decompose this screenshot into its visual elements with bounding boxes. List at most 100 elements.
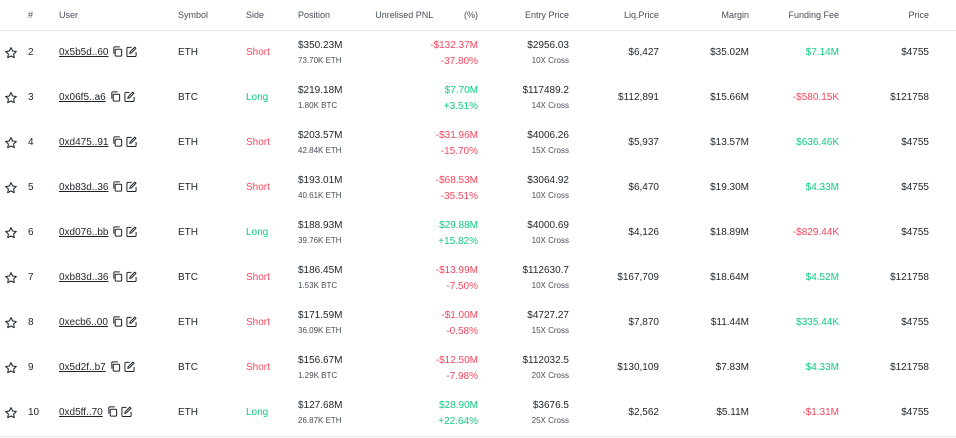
position-value: $193.01M: [298, 175, 343, 186]
unrealised-pnl-pct: -7.50%: [446, 281, 478, 292]
col-header-margin[interactable]: Margin: [721, 10, 749, 20]
copy-icon[interactable]: [112, 316, 123, 327]
col-header-liq-price[interactable]: Liq.Price: [623, 10, 659, 20]
rank-number: 10: [28, 407, 40, 418]
table-row[interactable]: 8 0xecb6..00 ETH Short $171.59M 36.09K E…: [0, 301, 956, 347]
symbol: ETH: [178, 317, 198, 328]
unrealised-pnl: -$132.37M: [430, 40, 478, 51]
edit-note-icon[interactable]: [124, 91, 135, 102]
rank-number: 4: [28, 137, 34, 148]
funding-fee: -$1.31M: [802, 407, 839, 418]
side: Short: [246, 272, 270, 283]
col-header-funding-fee[interactable]: Funding Fee: [788, 10, 839, 20]
table-row[interactable]: 10 0xd5ff..70 ETH Long $127.68M 26.87K E…: [0, 391, 956, 437]
user-address-link[interactable]: 0xb83d..36: [59, 272, 109, 283]
side: Long: [246, 92, 269, 103]
col-header-side[interactable]: Side: [246, 10, 265, 20]
col-header-symbol[interactable]: Symbol: [178, 10, 209, 20]
symbol: ETH: [178, 182, 198, 193]
user-address-link[interactable]: 0xd5ff..70: [59, 407, 103, 418]
col-header-entry-price[interactable]: Entry Price: [524, 10, 569, 20]
side: Short: [246, 137, 270, 148]
unrealised-pnl-pct: +3.51%: [443, 101, 478, 112]
user-address-link[interactable]: 0xecb6..00: [59, 317, 108, 328]
edit-note-icon[interactable]: [126, 136, 138, 147]
position-size: 1.80K BTC: [298, 101, 338, 110]
copy-icon[interactable]: [112, 226, 123, 237]
unrealised-pnl: -$12.50M: [435, 355, 478, 366]
mark-price: $121758: [890, 272, 929, 283]
edit-note-icon[interactable]: [126, 181, 138, 192]
edit-note-icon[interactable]: [126, 226, 138, 237]
edit-note-icon[interactable]: [126, 271, 138, 282]
unrealised-pnl: $29.88M: [439, 220, 478, 231]
table-row[interactable]: 3 0x06f5..a6 BTC Long $219.18M 1.80K BTC…: [0, 76, 956, 122]
entry-price: $112032.5: [522, 355, 569, 366]
unrealised-pnl-pct: -0.58%: [446, 326, 478, 337]
star-icon[interactable]: [4, 271, 18, 285]
position-size: 1.29K BTC: [298, 371, 338, 380]
user-address-link[interactable]: 0x06f5..a6: [59, 92, 106, 103]
col-header-position[interactable]: Position: [298, 10, 331, 20]
copy-icon[interactable]: [112, 181, 123, 192]
user-address-link[interactable]: 0x5b5d..60: [59, 47, 109, 58]
liq-price: $7,870: [628, 317, 659, 328]
copy-icon[interactable]: [112, 46, 123, 57]
position-value: $203.57M: [298, 130, 343, 141]
margin: $19.30M: [710, 182, 749, 193]
star-icon[interactable]: [4, 406, 18, 420]
user-address-link[interactable]: 0xd475..91: [59, 137, 109, 148]
copy-icon[interactable]: [107, 406, 118, 417]
col-header-user[interactable]: User: [59, 10, 79, 20]
edit-note-icon[interactable]: [124, 361, 135, 372]
table-row[interactable]: 5 0xb83d..36 ETH Short $193.01M 40.61K E…: [0, 166, 956, 212]
copy-icon[interactable]: [112, 136, 123, 147]
funding-fee: -$580.15K: [792, 92, 839, 103]
star-icon[interactable]: [4, 316, 18, 330]
col-header-index: #: [28, 10, 34, 20]
liq-price: $6,427: [628, 47, 659, 58]
entry-price: $3064.92: [527, 175, 569, 186]
star-icon[interactable]: [4, 46, 18, 60]
copy-icon[interactable]: [110, 361, 121, 372]
side: Short: [246, 182, 270, 193]
table-row[interactable]: 2 0x5b5d..60 ETH Short $350.23M 73.70K E…: [0, 31, 956, 77]
margin: $18.64M: [710, 272, 749, 283]
copy-icon[interactable]: [110, 91, 121, 102]
table-row[interactable]: 9 0x5d2f..b7 BTC Short $156.67M 1.29K BT…: [0, 346, 956, 392]
user-address-link[interactable]: 0xd076..bb: [59, 227, 109, 238]
table-row[interactable]: 4 0xd475..91 ETH Short $203.57M 42.84K E…: [0, 121, 956, 167]
unrealised-pnl: -$31.96M: [435, 130, 478, 141]
margin: $18.89M: [710, 227, 749, 238]
col-header-pnl-pct: (%): [464, 10, 478, 20]
entry-price: $4006.26: [527, 130, 569, 141]
col-header-pnl-group[interactable]: Unrelised PNL (%): [375, 10, 478, 20]
leverage: 10X Cross: [531, 281, 569, 290]
entry-price: $2956.03: [527, 40, 569, 51]
table-row[interactable]: 6 0xd076..bb ETH Long $188.93M 39.76K ET…: [0, 211, 956, 257]
star-icon[interactable]: [4, 361, 18, 375]
edit-note-icon[interactable]: [126, 46, 138, 57]
edit-note-icon[interactable]: [121, 406, 132, 417]
edit-note-icon[interactable]: [126, 316, 137, 327]
position-size: 42.84K ETH: [298, 146, 342, 155]
symbol: BTC: [178, 362, 198, 373]
star-icon[interactable]: [4, 91, 18, 105]
col-header-price[interactable]: Price: [908, 10, 929, 20]
margin: $11.44M: [710, 317, 749, 328]
position-value: $171.59M: [298, 310, 343, 321]
user-address-link[interactable]: 0x5d2f..b7: [59, 362, 106, 373]
symbol: BTC: [178, 272, 198, 283]
star-icon[interactable]: [4, 136, 18, 150]
table-row[interactable]: 7 0xb83d..36 BTC Short $186.45M 1.53K BT…: [0, 256, 956, 302]
star-icon[interactable]: [4, 181, 18, 195]
user-address-link[interactable]: 0xb83d..36: [59, 182, 109, 193]
rank-number: 8: [28, 317, 34, 328]
funding-fee: $4.33M: [805, 182, 839, 193]
side: Short: [246, 47, 270, 58]
star-icon[interactable]: [4, 226, 18, 240]
copy-icon[interactable]: [112, 271, 123, 282]
position-value: $186.45M: [298, 265, 343, 276]
entry-price: $4727.27: [527, 310, 569, 321]
unrealised-pnl-pct: -35.51%: [440, 191, 478, 202]
